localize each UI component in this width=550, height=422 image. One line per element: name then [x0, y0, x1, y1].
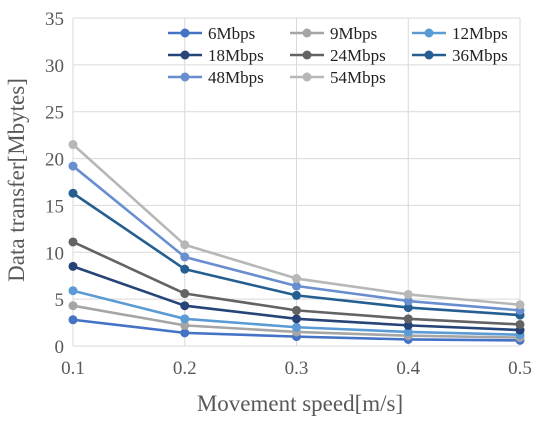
legend-label: 9Mbps	[330, 24, 377, 43]
legend-item: 18Mbps	[168, 46, 264, 65]
data-point	[180, 264, 190, 274]
legend-item: 48Mbps	[168, 68, 264, 87]
data-point	[68, 286, 78, 296]
data-point	[292, 305, 301, 315]
x-tick-label: 0.3	[285, 358, 309, 379]
data-point	[292, 314, 301, 324]
grid-lines	[72, 17, 521, 347]
data-point	[292, 290, 301, 300]
data-point	[180, 320, 190, 330]
legend: 6Mbps 9Mbps 12Mbps 18Mbps 24Mbps 36Mbps 48Mbps…	[168, 24, 508, 87]
y-tick-label: 0	[55, 337, 65, 358]
x-axis-ticks: 0.1 0.2 0.3 0.4 0.5	[61, 358, 532, 379]
y-axis-ticks: 0 5 10 15 20 25 30 35	[45, 9, 64, 358]
legend-item: 24Mbps	[290, 46, 386, 65]
data-point	[403, 296, 413, 306]
data-point	[180, 252, 190, 262]
x-tick-label: 0.1	[61, 358, 85, 379]
legend-swatch-marker	[424, 50, 434, 60]
legend-swatch-marker	[302, 28, 312, 38]
data-point	[403, 289, 413, 299]
data-point	[180, 328, 190, 338]
legend-swatch-marker	[180, 28, 190, 38]
data-point	[68, 237, 78, 247]
y-tick-label: 15	[45, 196, 64, 217]
series-group	[68, 140, 525, 345]
data-point	[180, 289, 190, 299]
data-point	[68, 315, 78, 325]
y-tick-label: 5	[55, 290, 65, 311]
legend-swatch-marker	[180, 72, 190, 82]
data-point	[68, 301, 78, 311]
legend-label: 18Mbps	[208, 46, 264, 65]
legend-item: 9Mbps	[290, 24, 377, 43]
legend-swatch-marker	[180, 50, 190, 60]
data-point	[515, 319, 525, 329]
data-point	[180, 314, 190, 324]
y-tick-label: 25	[45, 103, 64, 124]
legend-item: 12Mbps	[412, 24, 508, 43]
data-point	[68, 261, 78, 271]
x-tick-label: 0.4	[396, 358, 420, 379]
x-tick-label: 0.5	[508, 358, 532, 379]
legend-label: 54Mbps	[330, 68, 386, 87]
data-point	[292, 322, 301, 332]
y-axis-title: Data transfer[Mbytes]	[4, 78, 29, 282]
data-point	[292, 281, 301, 291]
series-54Mbps	[68, 140, 525, 310]
legend-swatch-marker	[424, 28, 434, 38]
data-point	[68, 188, 78, 198]
data-point	[515, 300, 525, 310]
y-tick-label: 30	[45, 56, 64, 77]
legend-swatch-marker	[302, 50, 312, 60]
x-axis-title: Movement speed[m/s]	[197, 391, 403, 416]
legend-label: 6Mbps	[208, 24, 255, 43]
data-point	[68, 140, 78, 150]
legend-swatch-marker	[302, 72, 312, 82]
data-point	[403, 314, 413, 324]
y-tick-label: 10	[45, 243, 64, 264]
data-point	[180, 240, 190, 250]
legend-item: 54Mbps	[290, 68, 386, 87]
series-12Mbps	[68, 286, 525, 340]
legend-label: 36Mbps	[452, 46, 508, 65]
data-point	[403, 303, 413, 313]
legend-label: 24Mbps	[330, 46, 386, 65]
data-point	[68, 161, 78, 171]
data-point	[180, 301, 190, 311]
x-tick-label: 0.2	[173, 358, 197, 379]
legend-label: 12Mbps	[452, 24, 508, 43]
data-point	[403, 327, 413, 337]
y-tick-label: 20	[45, 150, 64, 171]
y-tick-label: 35	[45, 9, 64, 30]
legend-item: 6Mbps	[168, 24, 255, 43]
data-point	[403, 320, 413, 330]
legend-label: 48Mbps	[208, 68, 264, 87]
legend-item: 36Mbps	[412, 46, 508, 65]
data-point	[292, 274, 301, 284]
series-24Mbps	[68, 237, 525, 329]
